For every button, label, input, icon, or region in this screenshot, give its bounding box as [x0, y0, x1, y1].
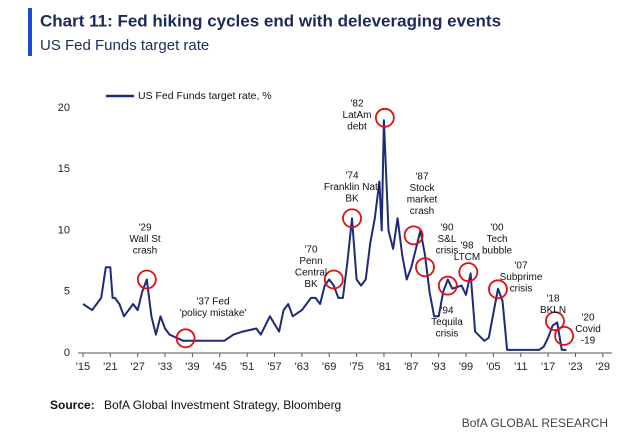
title-accent	[28, 8, 32, 56]
annotation: Tequila	[431, 317, 463, 328]
legend-label: US Fed Funds target rate, %	[138, 90, 272, 102]
source: BofA Global Investment Strategy, Bloombe…	[104, 398, 341, 412]
annotation: Covid	[575, 324, 601, 335]
annotation: '98	[460, 241, 473, 252]
annotation: '82	[350, 99, 363, 110]
x-tick-label: '93	[431, 361, 445, 373]
annotation: crisis	[436, 329, 459, 340]
x-tick-label: '99	[459, 361, 473, 373]
annotation: '29	[138, 223, 151, 234]
highlight-circle	[323, 269, 344, 290]
highlight-circle	[458, 262, 479, 283]
x-tick-label: '27	[131, 361, 145, 373]
annotation: crash	[133, 246, 157, 257]
x-tick-label: '63	[295, 361, 309, 373]
x-tick-label: '81	[377, 361, 391, 373]
highlight-circle	[554, 325, 574, 346]
x-tick-label: '75	[349, 361, 363, 373]
x-tick-label: '39	[185, 361, 199, 373]
annotation: Tech	[486, 234, 507, 245]
annotation: Central	[295, 268, 327, 279]
annotation: '94	[440, 306, 453, 317]
highlight-circle	[488, 279, 508, 300]
annotation: '90	[440, 223, 453, 234]
x-tick-label: '51	[240, 361, 254, 373]
x-tick-label: '17	[541, 361, 555, 373]
x-tick-label: '05	[486, 361, 500, 373]
annotation: '37 Fed	[196, 297, 229, 308]
x-tick-label: '87	[404, 361, 418, 373]
annotation: Stock	[409, 183, 435, 194]
annotation: '00	[490, 223, 503, 234]
brand: BofA GLOBAL RESEARCH	[462, 416, 608, 430]
source-label: Source:	[50, 398, 95, 412]
annotation: -19	[581, 336, 596, 347]
annotation: crisis	[436, 246, 459, 257]
annotation: 'policy mistake'	[180, 308, 247, 319]
highlight-circle	[437, 275, 458, 296]
x-tick-label: '29	[596, 361, 610, 373]
x-tick-label: '69	[322, 361, 336, 373]
highlight-circle	[403, 225, 424, 246]
annotation: Franklin Natl	[324, 182, 380, 193]
annotation: LatAm	[343, 110, 372, 121]
annotation: bubble	[482, 246, 512, 257]
x-tick-label: '45	[213, 361, 227, 373]
annotation: BK	[304, 279, 318, 290]
annotation: '07	[514, 261, 527, 272]
annotation: '70	[304, 245, 317, 256]
x-tick-label: '11	[514, 361, 528, 373]
chart-title: Chart 11: Fed hiking cycles end with del…	[40, 11, 501, 30]
highlight-circle	[342, 208, 362, 229]
x-tick-label: '33	[158, 361, 172, 373]
annotation: '74	[345, 171, 358, 182]
annotation: crisis	[510, 284, 533, 295]
x-tick-label: '15	[76, 361, 90, 373]
annotation: crash	[410, 206, 434, 217]
annotation: Penn	[299, 256, 322, 267]
annotation: '20	[581, 313, 594, 324]
annotation: S&L	[438, 234, 457, 245]
highlight-circle	[415, 257, 435, 278]
y-tick-label: 15	[58, 163, 70, 175]
annotation: Subprime	[500, 272, 543, 283]
highlight-circle	[545, 311, 565, 332]
y-tick-label: 10	[58, 224, 70, 236]
highlight-circle	[175, 328, 196, 349]
highlight-circle	[136, 269, 157, 290]
chart-subtitle: US Fed Funds target rate	[40, 37, 209, 54]
y-tick-label: 20	[58, 102, 70, 114]
annotation: BKLN	[540, 305, 566, 316]
annotation: LTCM	[454, 252, 480, 263]
y-tick-label: 5	[64, 286, 70, 298]
x-tick-label: '21	[103, 361, 117, 373]
x-tick-label: '57	[267, 361, 281, 373]
annotation: BK	[345, 194, 359, 205]
highlight-circle	[374, 107, 395, 128]
annotation: debt	[347, 122, 367, 133]
annotation: '87	[415, 172, 428, 183]
annotation: market	[407, 195, 438, 206]
annotation: Wall St	[129, 234, 161, 245]
annotation: '18	[546, 294, 559, 305]
x-tick-label: '23	[568, 361, 582, 373]
y-tick-label: 0	[64, 347, 70, 359]
